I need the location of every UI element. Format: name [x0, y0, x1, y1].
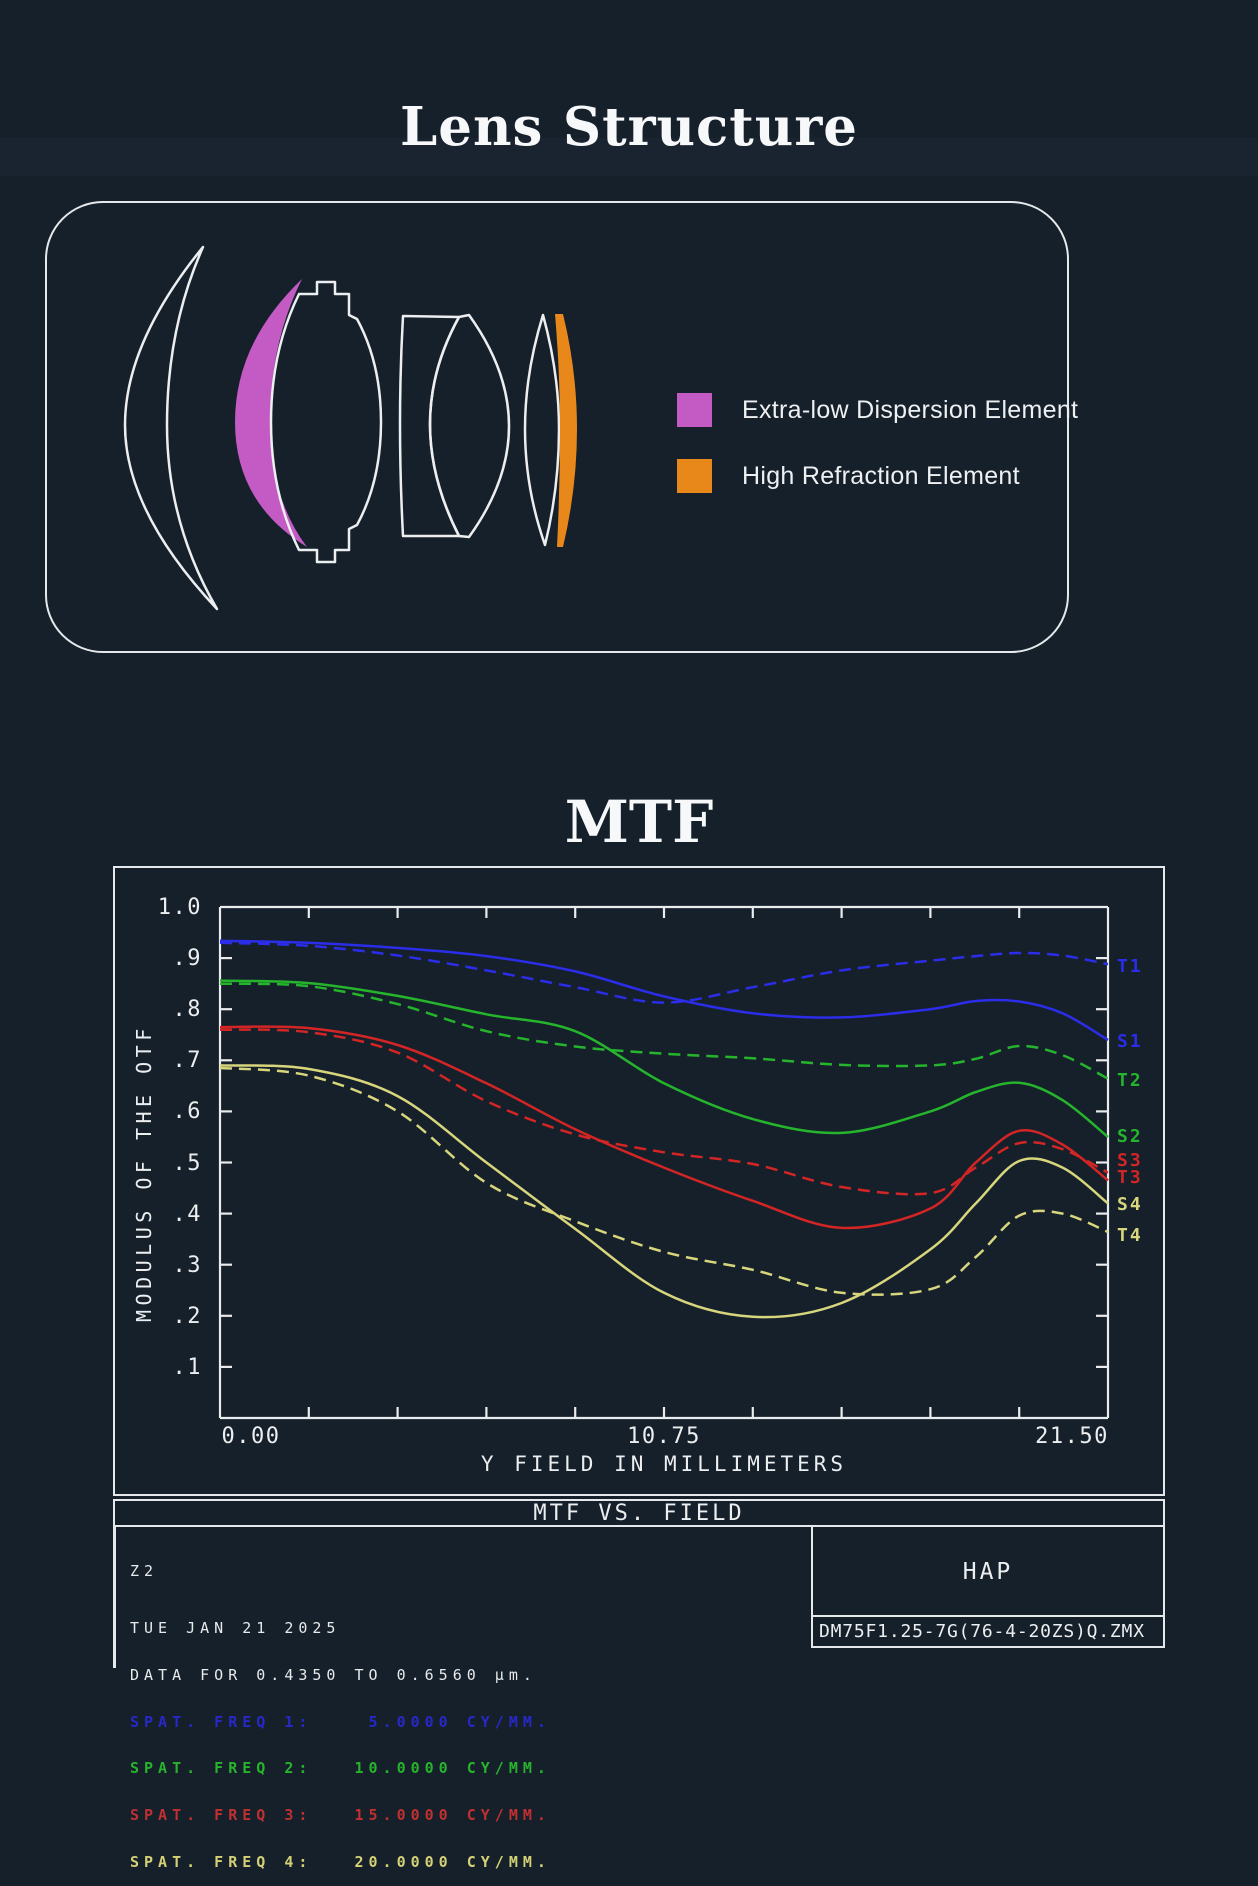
program-name-box: HAP: [811, 1527, 1165, 1617]
lens-element-2-ed: [235, 279, 307, 547]
ed-legend-label: Extra-low Dispersion Element: [742, 395, 1079, 424]
hr-color-swatch: [677, 459, 712, 493]
spatial-freq-4: SPAT. FREQ 4: 20.0000 CY/MM.: [130, 1852, 551, 1871]
decor-band: [0, 138, 1258, 176]
lens-element-6: [523, 313, 561, 547]
lens-element-3: [269, 280, 383, 564]
lens-structure-title: Lens Structure: [400, 95, 858, 158]
chart-subtitle-band: MTF VS. FIELD: [113, 1499, 1165, 1527]
spatial-freq-3: SPAT. FREQ 3: 15.0000 CY/MM.: [130, 1806, 551, 1825]
hr-legend-label: High Refraction Element: [742, 461, 1020, 490]
figure-left-border: [113, 1527, 116, 1668]
legend-row-extra-low-dispersion: Extra-low Dispersion Element: [677, 393, 1078, 427]
spatial-freq-2: SPAT. FREQ 2: 10.0000 CY/MM.: [130, 1759, 551, 1778]
y-axis-title: MODULUS OF THE OTF: [132, 1024, 156, 1322]
spatial-freq-1: SPAT. FREQ 1: 5.0000 CY/MM.: [130, 1712, 551, 1731]
date-line: TUE JAN 21 2025: [130, 1618, 341, 1637]
mtf-plot-frame: [113, 866, 1165, 1496]
ed-color-swatch: [677, 393, 712, 427]
lens-diagram: [123, 245, 577, 611]
config-label: Z2: [130, 1562, 159, 1581]
lens-element-5: [428, 313, 511, 539]
lens-filename-box: DM75F1.25-7G(76-4-20ZS)Q.ZMX: [811, 1615, 1165, 1648]
mtf-title: MTF: [564, 788, 714, 857]
lens-structure-panel: Extra-low Dispersion Element High Refrac…: [45, 201, 1078, 653]
legend-row-high-refraction: High Refraction Element: [677, 459, 1020, 493]
lens-element-1: [123, 245, 219, 611]
x-axis-title: Y FIELD IN MILLIMETERS: [480, 1452, 848, 1476]
data-range-line: DATA FOR 0.4350 TO 0.6560 µm.: [130, 1665, 537, 1684]
lens-element-7-hr: [555, 314, 577, 547]
chart-footer-info: Z2 TUE JAN 21 2025 DATA FOR 0.4350 TO 0.…: [130, 1533, 551, 1886]
